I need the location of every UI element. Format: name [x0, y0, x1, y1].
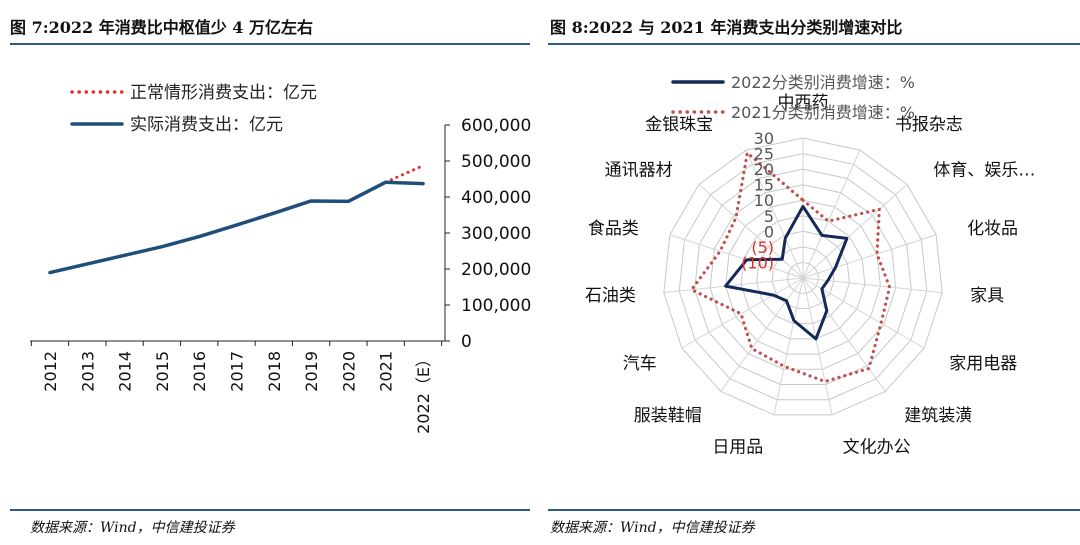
radar-tick-label: 0: [764, 222, 774, 241]
radar-category-label: 家具: [970, 286, 1004, 306]
radar-category-label: 金银珠宝: [645, 115, 713, 135]
radar-spoke: [773, 277, 804, 416]
radar-tick-label: 25: [754, 145, 774, 164]
series-polygon-2021: [690, 151, 892, 384]
legend-label: 正常情形消费支出：亿元: [130, 83, 317, 103]
radar-spoke: [802, 234, 937, 279]
figure8-title: 图 8:2022 与 2021 年消费支出分类别增速对比: [550, 18, 903, 37]
radar-category-label: 通讯器材: [605, 161, 673, 181]
radar-spoke: [663, 277, 804, 294]
x-tick-label: 2020: [339, 351, 358, 392]
figure8-top-rule: [548, 43, 1080, 45]
radar-grid-ring: [756, 230, 850, 325]
radar-category-label: 文化办公: [843, 437, 911, 457]
radar-category-label: 化妆品: [967, 219, 1018, 239]
x-tick-label: 2015: [153, 351, 172, 392]
radar-category-label: 体育、娱乐…: [933, 161, 1035, 181]
radar-category-label: 汽车: [623, 354, 657, 374]
radar-tick-label: (5): [751, 238, 774, 257]
x-tick-label: 2012: [41, 351, 60, 392]
series-line-actual: [48, 180, 425, 275]
radar-grid-ring: [709, 184, 897, 370]
x-tick-label: 2019: [302, 351, 321, 392]
y-tick-label: 100,000: [461, 296, 531, 316]
radar-grid-ring: [771, 246, 835, 309]
radar-tick-label: (10): [741, 253, 774, 272]
radar-spoke: [720, 277, 804, 392]
radar-category-label: 日用品: [712, 437, 763, 457]
radar-grid-ring: [678, 153, 928, 401]
y-tick-label: 600,000: [461, 116, 531, 136]
radar-tick-label: 30: [754, 129, 774, 148]
series-polygon-2022: [724, 204, 849, 341]
radar-tick-label: 15: [754, 176, 774, 195]
x-tick-label: 2022（E）: [414, 351, 433, 434]
figure8-bottom-rule: [548, 509, 1080, 511]
x-tick-label: 2021: [377, 351, 396, 392]
radar-category-label: 食品类: [588, 219, 639, 239]
series-line-normal: [384, 164, 425, 184]
radar-category-label: 中西药: [778, 93, 829, 113]
radar-spoke: [802, 277, 833, 416]
x-tick-label: 2014: [116, 351, 135, 392]
figure7-source: 数据来源：Wind，中信建投证券: [30, 520, 235, 536]
figure7-top-rule: [10, 43, 530, 45]
figure8-source: 数据来源：Wind，中信建投证券: [550, 520, 755, 536]
legend-label: 2021分类别消费增速：%: [731, 103, 915, 122]
radar-grid-ring: [786, 261, 820, 294]
figure7-panel: 图 7:2022 年消费比中枢值少 4 万亿左右 0 100,000 200,000…: [0, 0, 531, 545]
radar-category-label: 石油类: [585, 286, 636, 306]
y-tick-label: 0: [461, 332, 472, 352]
radar-category-label: 书报杂志: [895, 115, 963, 135]
x-tick-label: 2018: [265, 351, 284, 392]
figure7-line-chart: 0 100,000 200,000 300,000 400,000 500,000 600,…: [30, 83, 531, 434]
radar-tick-label: 10: [754, 191, 774, 210]
radar-tick-label: 5: [764, 207, 774, 226]
y-tick-label: 400,000: [461, 188, 531, 208]
y-tick-label: 500,000: [461, 152, 531, 172]
radar-tick-label: 20: [754, 160, 774, 179]
radar-category-label: 服装鞋帽: [634, 406, 702, 426]
radar-spoke: [681, 277, 804, 349]
legend-label: 实际消费支出：亿元: [130, 115, 283, 135]
radar-spoke: [745, 149, 804, 279]
radar-grid-ring: [663, 137, 943, 416]
figure7-title: 图 7:2022 年消费比中枢值少 4 万亿左右: [10, 18, 313, 37]
radar-spoke: [669, 234, 804, 279]
y-tick-label: 200,000: [461, 260, 531, 280]
legend-label: 2022分类别消费增速：%: [731, 73, 915, 92]
radar-category-label: 家用电器: [949, 354, 1017, 374]
radar-spoke: [802, 277, 886, 392]
radar-grid-ring: [725, 199, 881, 355]
radar-grid-ring: [694, 168, 912, 385]
figure7-bottom-rule: [10, 509, 530, 511]
x-tick-label: 2016: [190, 351, 209, 392]
radar-spoke: [698, 183, 804, 279]
x-tick-label: 2017: [228, 351, 247, 392]
x-tick-label: 2013: [78, 351, 97, 392]
radar-spoke: [802, 183, 908, 279]
radar-category-label: 建筑装潢: [904, 406, 972, 426]
y-tick-label: 300,000: [461, 224, 531, 244]
figure8-panel: 图 8:2022 与 2021 年消费支出分类别增速对比 (10) (5) 0 5 10…: [548, 0, 1080, 545]
radar-spoke: [802, 149, 861, 279]
radar-grid-ring: [740, 215, 866, 340]
